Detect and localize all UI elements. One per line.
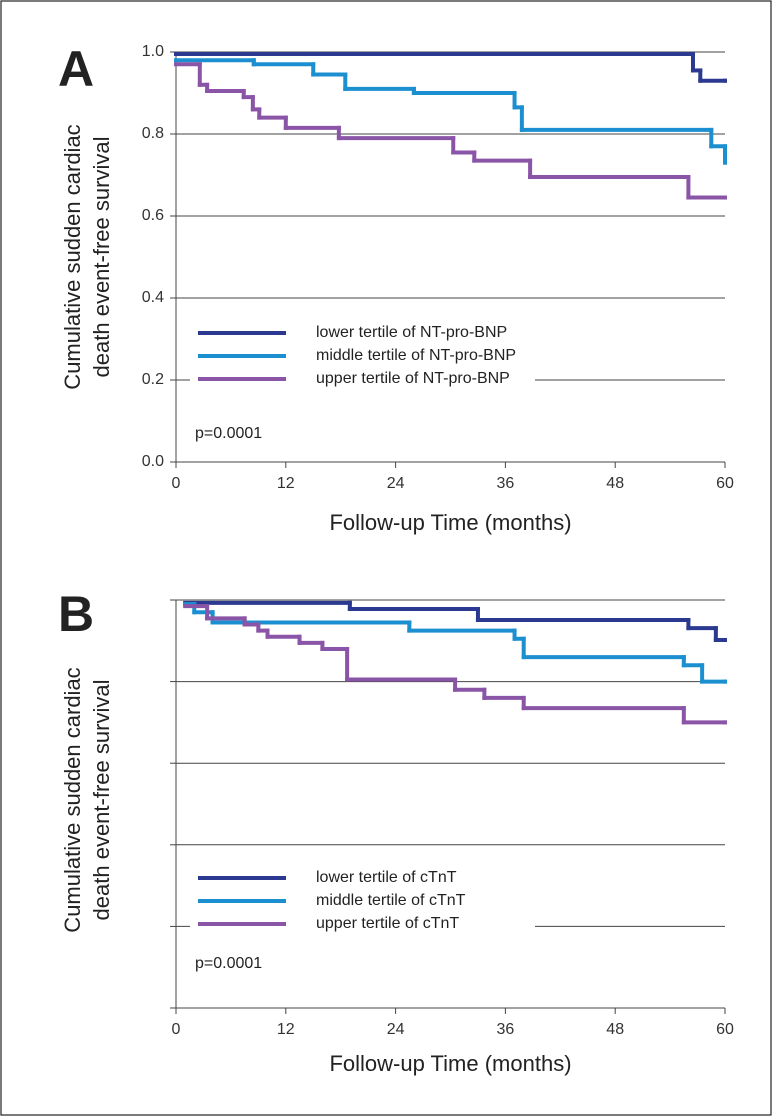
legend-label: middle tertile of NT-pro-BNP [316, 347, 516, 364]
y-tick-label: 0.2 [142, 371, 164, 388]
x-axis-title: Follow-up Time (months) [329, 510, 571, 535]
x-tick-label: 24 [387, 475, 405, 492]
x-tick-label: 0 [172, 1021, 181, 1038]
x-tick-label: 48 [606, 1021, 624, 1038]
panel-label: A [58, 41, 94, 97]
legend-label: middle tertile of cTnT [316, 892, 466, 909]
legend-label: lower tertile of NT-pro-BNP [316, 324, 507, 341]
x-tick-label: 36 [497, 475, 515, 492]
legend-label: upper tertile of cTnT [316, 915, 459, 932]
x-tick-label: 12 [277, 1021, 295, 1038]
legend-label: upper tertile of NT-pro-BNP [316, 370, 510, 387]
p-value: p=0.0001 [195, 955, 262, 972]
y-tick-label: 0.6 [142, 207, 164, 224]
y-tick-label: 1.0 [142, 43, 164, 60]
y-tick-label: 0.4 [142, 289, 164, 306]
x-axis-title: Follow-up Time (months) [329, 1051, 571, 1076]
x-tick-label: 12 [277, 475, 295, 492]
x-tick-label: 36 [497, 1021, 515, 1038]
p-value: p=0.0001 [195, 425, 262, 442]
panel-label: B [58, 586, 94, 642]
y-axis-title: Cumulative sudden cardiac [60, 124, 85, 389]
y-axis-title: death event-free survival [89, 680, 114, 921]
x-tick-label: 60 [716, 475, 734, 492]
x-tick-label: 24 [387, 1021, 405, 1038]
legend-label: lower tertile of cTnT [316, 869, 457, 886]
y-tick-label: 0.0 [142, 453, 164, 470]
y-axis-title: death event-free survival [89, 137, 114, 378]
x-tick-label: 0 [172, 475, 181, 492]
x-tick-label: 60 [716, 1021, 734, 1038]
y-axis-title: Cumulative sudden cardiac [60, 667, 85, 932]
x-tick-label: 48 [606, 475, 624, 492]
y-tick-label: 0.8 [142, 125, 164, 142]
